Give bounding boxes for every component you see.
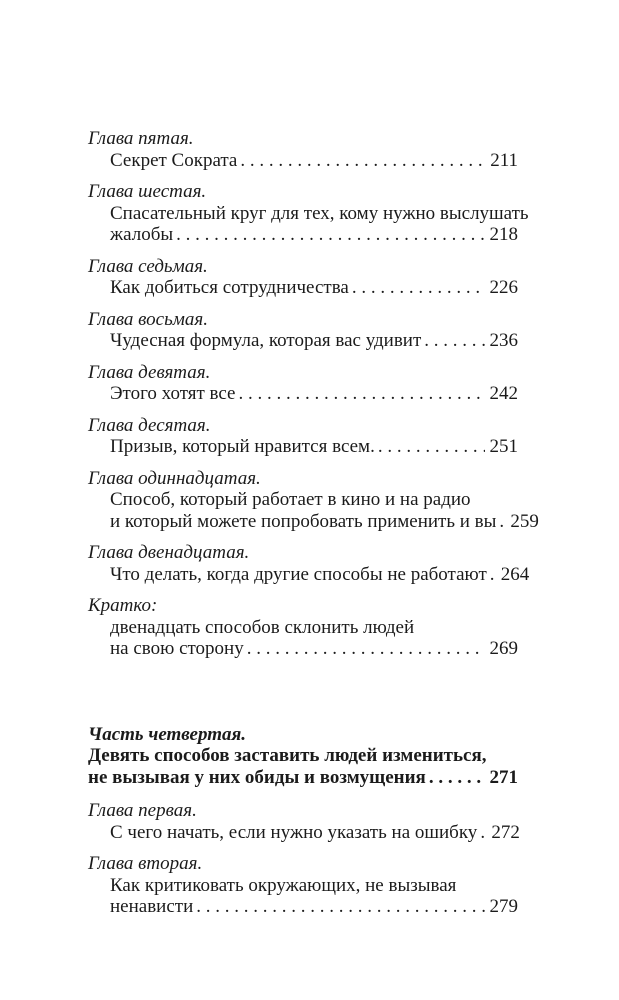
page-number: 269 — [489, 638, 519, 659]
dot-leader — [424, 330, 484, 352]
chapter-heading: Глава девятая. — [88, 361, 211, 383]
dot-leader — [378, 436, 485, 458]
part-title-text: не вызывая у них обиды и возмущения — [88, 766, 426, 788]
toc-title-line: Способ, который работает в кино и на рад… — [88, 489, 518, 511]
chapter-heading: Глава седьмая. — [88, 255, 208, 277]
chapter-heading: Глава первая. — [88, 800, 197, 821]
toc-entry: Глава первая. С чего начать, если нужно … — [88, 800, 520, 844]
chapter-heading: Глава восьмая. — [88, 308, 208, 330]
toc-title-text: С чего начать, если нужно указать на оши… — [110, 821, 478, 843]
toc-title-line: Как добиться сотрудничества 226 — [88, 277, 518, 299]
dot-leader — [490, 564, 496, 586]
toc-entry: Глава седьмая. Как добиться сотрудничест… — [88, 256, 518, 299]
toc-entry: Глава девятая. Этого хотят все 242 — [88, 362, 518, 405]
toc-entry: Глава десятая. Призыв, который нравится … — [88, 415, 518, 458]
chapter-heading: Глава десятая. — [88, 414, 211, 436]
page-number: 272 — [491, 821, 520, 843]
toc-entry: Глава вторая. Как критиковать окружающих… — [88, 853, 518, 918]
toc-title-text: жалобы — [110, 224, 174, 245]
chapter-heading: Глава вторая. — [88, 853, 203, 874]
chapter-heading: Глава двенадцатая. — [88, 542, 250, 563]
page-number: 279 — [489, 896, 519, 917]
chapter-heading: Глава шестая. — [88, 181, 207, 202]
toc-title-text: Как критиковать окружающих, не вызывая — [110, 874, 457, 896]
toc-title-text: Как добиться сотрудничества — [110, 277, 349, 298]
toc-title-text: на свою сторону — [110, 638, 244, 659]
toc-title-text: и который можете попробовать применить и… — [110, 510, 497, 532]
toc-title-text: Способ, который работает в кино и на рад… — [110, 489, 471, 510]
part-block: Часть четвертая. Девять способов застави… — [88, 724, 518, 789]
part-title-line: Девять способов заставить людей изменить… — [88, 745, 518, 767]
toc-title-line: С чего начать, если нужно указать на оши… — [88, 821, 520, 844]
toc-entry: Глава пятая. Секрет Сократа 211 — [88, 128, 518, 171]
toc-entry: Глава восьмая. Чудесная формула, которая… — [88, 309, 518, 352]
chapter-heading: Глава одиннадцатая. — [88, 467, 261, 489]
page-number: 251 — [489, 436, 519, 457]
page-number: 264 — [500, 563, 530, 585]
toc-title-line: Что делать, когда другие способы не рабо… — [88, 563, 529, 586]
table-of-contents: Глава пятая. Секрет Сократа 211 Глава ше… — [88, 128, 539, 928]
page-number: 271 — [489, 766, 519, 788]
dot-leader — [196, 896, 484, 918]
toc-title-text: Этого хотят все — [110, 383, 236, 404]
toc-title-line: Этого хотят все 242 — [88, 383, 518, 405]
summary-heading: Кратко: — [88, 595, 158, 616]
toc-title-line: жалобы 218 — [88, 224, 518, 246]
part-title-line: не вызывая у них обиды и возмущения 271 — [88, 767, 518, 789]
part-heading: Часть четвертая. — [88, 723, 247, 745]
toc-title-line: Спасательный круг для тех, кому нужно вы… — [88, 203, 529, 225]
toc-title-line: двенадцать способов склонить людей — [88, 617, 518, 639]
chapter-heading: Глава пятая. — [88, 128, 194, 149]
toc-title-text: Чудесная формула, которая вас удивит — [110, 330, 422, 351]
part-title-text: Девять способов заставить людей изменить… — [88, 745, 487, 766]
dot-leader — [176, 224, 484, 246]
toc-title-text: Секрет Сократа — [110, 149, 238, 171]
page-number: 259 — [510, 510, 539, 532]
dot-leader — [499, 511, 505, 533]
page-number: 242 — [489, 383, 519, 404]
toc-title-text: ненависти — [110, 896, 194, 917]
toc-entry: Кратко: двенадцать способов склонить люд… — [88, 595, 518, 660]
toc-title-text: Что делать, когда другие способы не рабо… — [110, 563, 487, 585]
dot-leader — [429, 767, 485, 789]
toc-title-text: Спасательный круг для тех, кому нужно вы… — [110, 202, 529, 224]
toc-entry: Глава двенадцатая. Что делать, когда дру… — [88, 542, 529, 586]
toc-title-text: двенадцать способов склонить людей — [110, 616, 415, 638]
toc-title-line: Как критиковать окружающих, не вызывая — [88, 875, 518, 897]
toc-entry: Глава одиннадцатая. Способ, который рабо… — [88, 467, 539, 533]
dot-leader — [480, 822, 486, 844]
toc-title-text: Призыв, который нравится всем. — [110, 436, 375, 457]
toc-title-line: ненависти 279 — [88, 896, 518, 918]
toc-title-line: Чудесная формула, которая вас удивит 236 — [88, 330, 518, 352]
page-number: 226 — [489, 277, 519, 298]
dot-leader — [247, 638, 485, 660]
toc-title-line: на свою сторону 269 — [88, 638, 518, 660]
page-number: 211 — [490, 149, 518, 171]
dot-leader — [239, 383, 485, 405]
page-number: 218 — [489, 224, 519, 245]
page-number: 236 — [489, 330, 519, 351]
dot-leader — [352, 277, 485, 299]
toc-title-line: Секрет Сократа 211 — [88, 150, 518, 172]
dot-leader — [240, 150, 485, 172]
toc-title-line: Призыв, который нравится всем. 251 — [88, 436, 518, 458]
toc-entry: Глава шестая. Спасательный круг для тех,… — [88, 181, 529, 246]
toc-title-line: и который можете попробовать применить и… — [88, 510, 539, 533]
